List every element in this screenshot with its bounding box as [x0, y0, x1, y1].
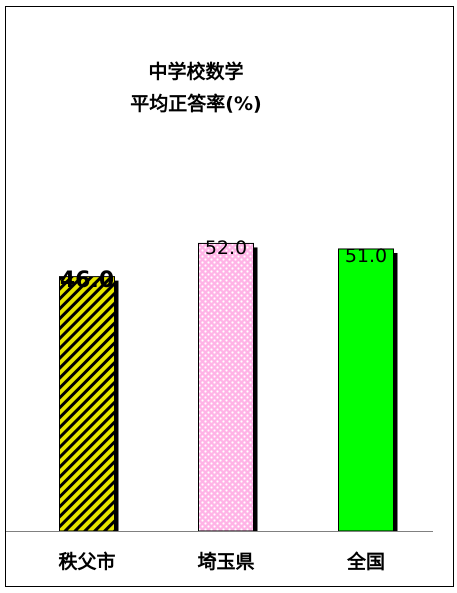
chart-title-line-1: 中学校数学 [148, 60, 243, 83]
bar [198, 242, 254, 532]
bar [338, 248, 394, 532]
category-label: 秩父市 [58, 550, 115, 573]
bar [59, 276, 115, 532]
value-label: 46.0 [60, 268, 114, 293]
category-label: 埼玉県 [197, 550, 254, 573]
value-label: 51.0 [345, 245, 387, 267]
category-label: 全国 [346, 550, 385, 573]
bars [59, 242, 398, 532]
value-label: 52.0 [205, 237, 247, 259]
chart-title-line-2: 平均正答率(%) [130, 92, 261, 115]
